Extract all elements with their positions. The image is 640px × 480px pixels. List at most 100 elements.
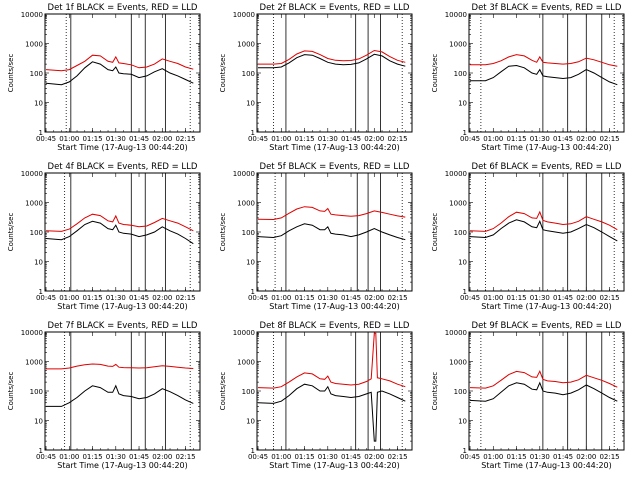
- panel-title: Det 9f BLACK = Events, RED = LLD: [472, 321, 622, 331]
- y-tick-label: 100: [242, 70, 255, 78]
- marker-lines: [485, 173, 615, 291]
- x-tick-label: 00:45: [460, 135, 480, 143]
- y-tick-label: 1000: [237, 359, 255, 367]
- series-line-events: [257, 383, 406, 442]
- series-line-lld: [257, 206, 406, 221]
- y-tick-label: 1000: [237, 200, 255, 208]
- panel-title: Det 5f BLACK = Events, RED = LLD: [260, 162, 410, 172]
- panel-det-7: Det 7f BLACK = Events, RED = LLD 1 10 100 10…: [7, 321, 201, 470]
- x-tick-label: 01:15: [506, 135, 526, 143]
- y-tick-label: 10: [34, 259, 43, 267]
- series-group: [257, 206, 406, 241]
- series-group: [45, 213, 194, 245]
- x-tick-label: 02:15: [175, 453, 195, 461]
- series-line-lld: [257, 332, 406, 389]
- x-tick-label: 02:00: [576, 453, 596, 461]
- y-tick-label: 100: [454, 229, 467, 237]
- x-axis-label: Start Time (17-Aug-13 00:44:20): [269, 461, 400, 470]
- x-tick-label: 01:15: [506, 453, 526, 461]
- y-tick-label: 10000: [445, 11, 467, 19]
- panel-det-6: Det 6f BLACK = Events, RED = LLD 1 10 100 10…: [431, 162, 625, 311]
- series-group: [45, 54, 194, 86]
- x-tick-label: 01:30: [318, 135, 338, 143]
- panel-title: Det 6f BLACK = Events, RED = LLD: [472, 162, 622, 172]
- y-tick-label: 100: [242, 388, 255, 396]
- y-tick-label: 1000: [25, 41, 43, 49]
- y-tick-label: 100: [454, 388, 467, 396]
- y-tick-label: 1000: [25, 359, 43, 367]
- marker-lines: [480, 332, 615, 450]
- x-tick-label: 02:00: [152, 135, 172, 143]
- y-tick-label: 10: [246, 259, 255, 267]
- x-tick-label: 00:45: [248, 135, 268, 143]
- panel-title: Det 1f BLACK = Events, RED = LLD: [48, 3, 198, 13]
- series-line-events: [45, 61, 194, 86]
- series-line-lld: [46, 363, 194, 370]
- x-tick-label: 02:15: [387, 453, 407, 461]
- x-tick-label: 01:30: [106, 294, 126, 302]
- x-tick-label: 01:45: [553, 135, 573, 143]
- series-line-lld: [469, 210, 618, 232]
- x-tick-label: 01:00: [59, 294, 79, 302]
- x-axis-label: Start Time (17-Aug-13 00:44:20): [481, 461, 612, 470]
- panel-det-5: Det 5f BLACK = Events, RED = LLD 1 10 100 10…: [219, 162, 413, 311]
- series-group: [469, 369, 618, 402]
- x-tick-label: 01:30: [318, 453, 338, 461]
- plot-frame: [468, 13, 625, 133]
- x-tick-label: 01:00: [483, 294, 503, 302]
- series-line-events: [469, 219, 618, 242]
- y-axis-label: Counts/sec: [431, 372, 439, 411]
- y-tick-label: 10: [34, 418, 43, 426]
- x-tick-label: 02:15: [599, 453, 619, 461]
- plot-frame: [44, 13, 201, 133]
- x-tick-label: 01:00: [483, 135, 503, 143]
- panel-det-4: Det 4f BLACK = Events, RED = LLD 1 10 100 10…: [7, 162, 201, 311]
- x-tick-label: 02:15: [599, 294, 619, 302]
- series-group: [469, 210, 618, 242]
- y-tick-label: 1: [39, 129, 43, 137]
- x-tick-label: 02:00: [364, 135, 384, 143]
- y-axis-label: Counts/sec: [7, 372, 15, 411]
- x-tick-label: 02:00: [576, 135, 596, 143]
- series-line-events: [469, 381, 618, 402]
- y-tick-label: 100: [30, 388, 43, 396]
- x-tick-label: 02:00: [152, 294, 172, 302]
- panel-title: Det 2f BLACK = Events, RED = LLD: [260, 3, 410, 13]
- y-tick-label: 10: [246, 100, 255, 108]
- y-tick-label: 100: [30, 70, 43, 78]
- y-tick-label: 1000: [25, 200, 43, 208]
- y-axis-label: Counts/sec: [219, 372, 227, 411]
- marker-lines: [65, 14, 191, 132]
- x-tick-label: 02:00: [364, 453, 384, 461]
- x-tick-label: 01:00: [483, 453, 503, 461]
- x-axis-label: Start Time (17-Aug-13 00:44:20): [57, 302, 188, 311]
- y-axis-label: Counts/sec: [7, 54, 15, 93]
- series-line-lld: [45, 213, 194, 232]
- x-tick-label: 01:45: [341, 453, 361, 461]
- marker-lines: [64, 173, 191, 291]
- y-tick-label: 100: [242, 229, 255, 237]
- x-tick-label: 01:15: [294, 135, 314, 143]
- y-tick-label: 10000: [233, 329, 255, 337]
- marker-lines: [480, 14, 615, 132]
- x-axis-label: Start Time (17-Aug-13 00:44:20): [57, 461, 188, 470]
- y-tick-label: 1000: [237, 41, 255, 49]
- series-line-lld: [258, 49, 406, 65]
- x-tick-label: 00:45: [36, 135, 56, 143]
- x-tick-label: 02:15: [175, 294, 195, 302]
- y-tick-label: 1: [39, 288, 43, 296]
- x-tick-label: 01:30: [530, 453, 550, 461]
- x-tick-label: 01:00: [271, 453, 291, 461]
- y-axis-label: Counts/sec: [431, 54, 439, 93]
- x-tick-label: 00:45: [248, 453, 268, 461]
- x-tick-label: 01:30: [106, 453, 126, 461]
- series-group: [257, 332, 406, 442]
- plot-frame: [468, 331, 625, 451]
- series-line-events: [46, 384, 194, 407]
- series-group: [258, 49, 406, 69]
- panel-det-2: Det 2f BLACK = Events, RED = LLD 1 10 100 10…: [219, 3, 413, 152]
- panel-det-3: Det 3f BLACK = Events, RED = LLD 1 10 100 10…: [431, 3, 625, 152]
- y-tick-label: 1: [39, 447, 43, 455]
- series-group: [46, 363, 194, 407]
